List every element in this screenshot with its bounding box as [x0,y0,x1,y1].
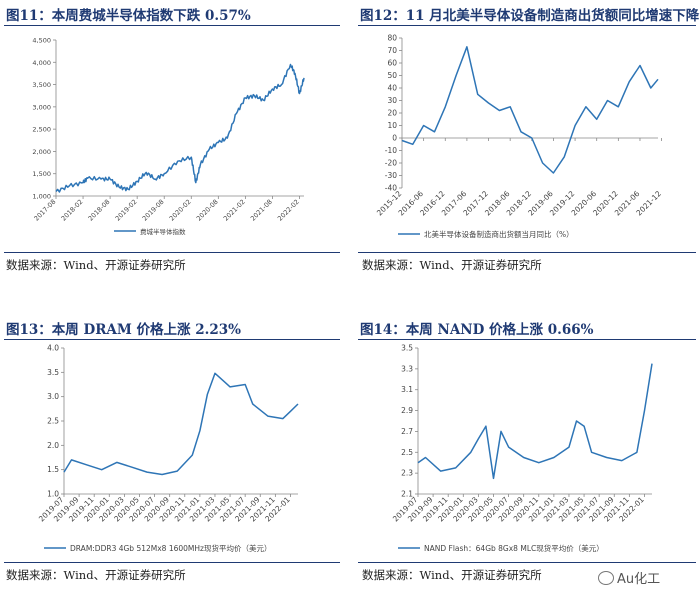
figure-12-source-rule [358,252,696,253]
x-tick-label: 2019-08 [141,198,166,223]
figure-13-source-rule [4,562,340,563]
y-tick-label: 2.5 [401,448,413,457]
figure-14-source: 数据来源：Wind、开源证券研究所 [362,568,542,582]
figure-13-chart: 1.01.52.02.53.03.54.02019-072019-092019-… [37,344,299,553]
y-tick-label: 4,500 [32,37,51,45]
figure-14-title: 图14：本周 NAND 价格上涨 0.66% [360,322,594,338]
y-tick-label: 2.0 [47,441,59,450]
figure-11-title-rule [4,25,340,26]
y-tick-label: 3.0 [47,392,59,401]
y-tick-label: 3.3 [401,364,413,373]
x-tick-label: 2019-02 [114,198,139,223]
y-tick-label: 2.5 [47,417,59,426]
figure-11-chart: 1,000 1,500 2,000 2,500 3,000 3,500 4,000 4,500… [32,37,305,236]
y-tick-label: 3.1 [401,385,413,394]
y-tick-label: 3.5 [401,344,413,353]
y-tick-label: 60 [387,59,397,68]
x-tick-label: 2022-02 [276,198,301,223]
series-line [63,372,299,476]
legend-label: NAND Flash：64Gb 8Gx8 MLC现货平均价（美元） [424,543,604,553]
y-tick-label: 3,000 [32,103,51,111]
watermark-text: Au化工 [617,572,661,587]
y-tick-label: 1,500 [32,170,51,178]
y-tick-label: -10 [385,146,397,155]
figure-12-title: 图12：11 月北美半导体设备制造商出货额同比增速下降 [360,8,700,24]
figure-14-source-rule [358,562,696,563]
x-tick-label: 2018-02 [60,198,85,223]
y-tick-label: -30 [385,171,397,180]
x-tick-label: 2017-08 [33,198,58,223]
y-tick-label: 10 [387,121,397,130]
legend-label: 费城半导体指数 [140,227,186,236]
y-tick-label: 3.5 [47,368,59,377]
figure-12-source: 数据来源：Wind、开源证券研究所 [362,258,542,272]
figure-14-chart: 2.12.32.52.72.93.13.33.52019-072019-0920… [391,344,653,553]
figure-13-title: 图13：本周 DRAM 价格上涨 2.23% [6,322,241,338]
figure-14-title-rule [358,339,696,340]
series-line [55,63,305,193]
x-tick-label: 2021-02 [222,198,247,223]
y-tick-label: 1,000 [32,193,51,201]
x-tick-label: 2020-08 [195,198,220,223]
y-tick-label: 2.1 [401,490,413,499]
y-tick-label: 3,500 [32,81,51,89]
y-tick-label: 70 [387,46,397,55]
wechat-icon [598,571,614,585]
figure-11-source: 数据来源：Wind、开源证券研究所 [6,258,186,272]
y-tick-label: 2,500 [32,126,51,134]
watermark: Au化工 [598,568,660,587]
y-tick-label: 2.7 [401,427,413,436]
figure-13-source: 数据来源：Wind、开源证券研究所 [6,568,186,582]
x-tick-label: 2021-08 [249,198,274,223]
figure-11-source-rule [4,252,340,253]
y-tick-label: 2.3 [401,469,413,478]
x-tick-label: 2020-02 [168,198,193,223]
y-tick-label: 30 [387,96,397,105]
figure-12-title-rule [358,25,696,26]
legend-label: 北美半导体设备制造商出货额当月同比（%） [424,229,574,239]
y-tick-label: 50 [387,71,397,80]
y-tick-label: 40 [387,84,397,93]
y-tick-label: -20 [385,159,397,168]
y-tick-label: 2.9 [401,406,413,415]
y-tick-label: 80 [387,34,397,43]
y-tick-label: 20 [387,109,397,118]
y-tick-label: 1.5 [47,465,59,474]
series-line [401,46,659,174]
y-tick-label: 4,000 [32,59,51,67]
figure-11-title: 图11：本周费城半导体指数下跌 0.57% [6,8,251,24]
figure-13-title-rule [4,339,340,340]
y-tick-label: 0 [392,134,397,143]
figure-12-chart: -40-30-20-10010203040506070802015-122016… [375,34,663,240]
x-tick-label: 2018-08 [87,198,112,223]
y-tick-label: 2,000 [32,148,51,156]
series-line [417,363,653,480]
y-tick-label: 1.0 [47,490,59,499]
legend-label: DRAM:DDR3 4Gb 512Mx8 1600MHz现货平均价（美元） [70,543,271,553]
y-tick-label: 4.0 [47,344,59,353]
y-tick-label: -40 [385,184,397,193]
